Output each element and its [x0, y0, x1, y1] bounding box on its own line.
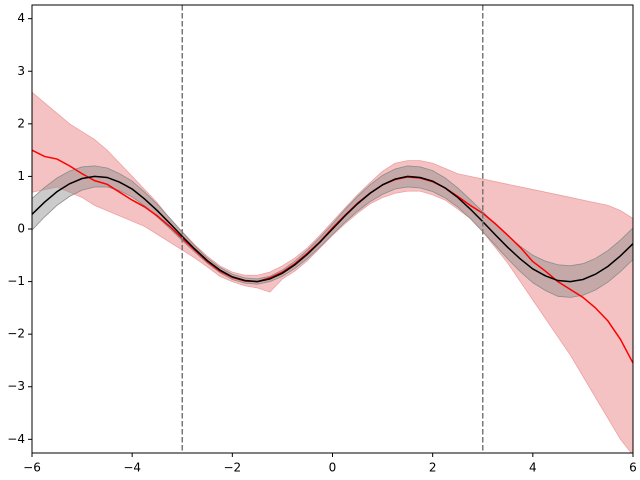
x-tick-label: −2 — [223, 461, 241, 475]
x-tick-label: 2 — [429, 461, 437, 475]
x-tick-label: −6 — [23, 461, 41, 475]
y-tick-label: −3 — [7, 379, 25, 393]
series-line — [32, 175, 633, 283]
y-tick-label: 1 — [17, 169, 25, 183]
y-tick-label: −1 — [7, 274, 25, 288]
confidence-band — [32, 165, 633, 298]
y-tick-label: −4 — [7, 432, 25, 446]
y-tick-label: 3 — [17, 64, 25, 78]
y-tick-label: −2 — [7, 327, 25, 341]
x-tick-label: −4 — [123, 461, 141, 475]
y-tick-label: 0 — [17, 222, 25, 236]
plot-area — [32, 5, 633, 453]
x-tick-label: 0 — [329, 461, 337, 475]
y-tick-label: 4 — [17, 11, 25, 25]
x-tick-label: 6 — [629, 461, 637, 475]
axes: −6 −4 −2 0 2 4 6 −4 −3 −2 −1 0 1 2 3 4 — [7, 4, 637, 475]
y-tick-label: 2 — [17, 116, 25, 130]
x-tick-label: 4 — [529, 461, 537, 475]
